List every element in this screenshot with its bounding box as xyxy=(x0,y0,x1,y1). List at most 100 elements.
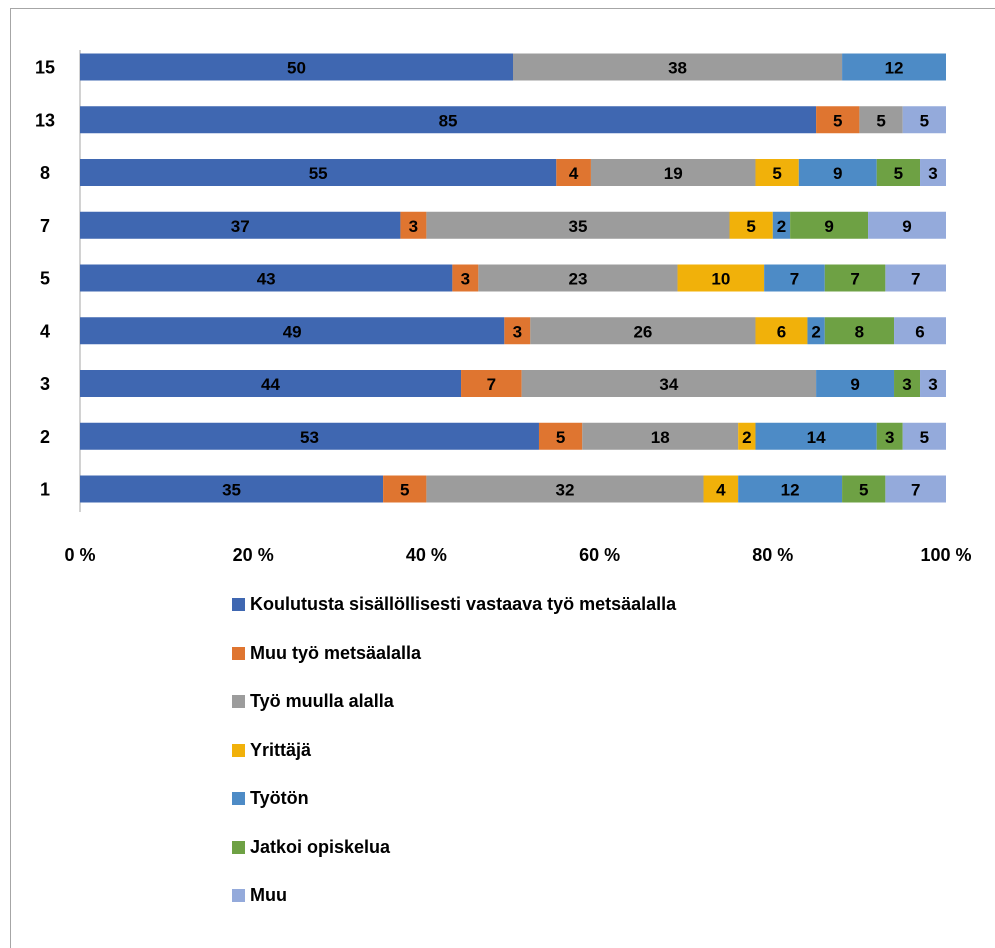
data-label: 23 xyxy=(568,270,587,289)
data-label: 3 xyxy=(928,375,937,394)
data-label: 10 xyxy=(711,270,730,289)
legend-swatch xyxy=(232,646,245,660)
x-tick-label: 80 % xyxy=(752,545,793,565)
bar-segment xyxy=(885,264,946,292)
bar-segment xyxy=(807,317,825,345)
data-label: 3 xyxy=(928,164,937,183)
data-label: 12 xyxy=(781,481,800,500)
bar-segment xyxy=(556,159,591,186)
data-label: 7 xyxy=(911,481,920,500)
legend-label: Muu xyxy=(250,885,287,905)
y-tick-label: 8 xyxy=(40,163,50,183)
data-label: 9 xyxy=(902,217,911,236)
data-label: 4 xyxy=(569,164,579,183)
data-label: 9 xyxy=(833,164,842,183)
bar-segment xyxy=(816,370,895,397)
bar-segment xyxy=(400,211,427,239)
bar-segment xyxy=(461,370,522,397)
data-label: 35 xyxy=(568,217,587,236)
data-label: 3 xyxy=(409,217,418,236)
data-label: 3 xyxy=(885,428,894,447)
data-label: 49 xyxy=(283,322,302,341)
data-label: 5 xyxy=(746,217,755,236)
data-label: 32 xyxy=(555,481,574,500)
data-label: 2 xyxy=(811,322,820,341)
bar-segment xyxy=(80,370,462,397)
x-tick-label: 0 % xyxy=(64,545,95,565)
bar-segment xyxy=(755,317,808,345)
data-label: 50 xyxy=(287,59,306,78)
bar-segment xyxy=(582,422,739,450)
bar-segment xyxy=(842,53,946,81)
x-tick-label: 20 % xyxy=(233,545,274,565)
data-label: 34 xyxy=(659,375,678,394)
data-label: 38 xyxy=(668,59,687,78)
y-tick-label: 7 xyxy=(40,216,50,236)
x-tick-labels: 0 % 20 % 40 % 60 % 80 % 100 % xyxy=(64,545,971,565)
legend-swatch xyxy=(232,743,245,757)
data-label: 37 xyxy=(231,217,250,236)
bar-segment xyxy=(816,106,860,134)
y-tick-label: 1 xyxy=(40,480,50,500)
bar-segment xyxy=(513,53,843,81)
bar-segment xyxy=(80,475,384,503)
data-label: 5 xyxy=(556,428,565,447)
data-label: 2 xyxy=(777,217,786,236)
data-label: 3 xyxy=(513,322,522,341)
x-tick-label: 40 % xyxy=(406,545,447,565)
data-label: 9 xyxy=(824,217,833,236)
data-label: 35 xyxy=(222,481,241,500)
bar-segment xyxy=(729,211,773,239)
data-label: 5 xyxy=(920,428,929,447)
legend-label: Työtön xyxy=(250,788,309,808)
bar-segment xyxy=(798,159,877,186)
data-label: 9 xyxy=(850,375,859,394)
x-tick-label: 100 % xyxy=(920,545,971,565)
legend-label: Koulutusta sisällöllisesti vastaava työ … xyxy=(250,594,677,614)
bar-segment xyxy=(80,264,453,292)
bar-segment xyxy=(80,211,401,239)
bar-segment xyxy=(478,264,678,292)
data-label: 44 xyxy=(261,375,280,394)
legend-item: Koulutusta sisällöllisesti vastaava työ … xyxy=(232,592,676,641)
data-label: 4 xyxy=(716,481,726,500)
data-label: 7 xyxy=(487,375,496,394)
bar-segment xyxy=(902,422,946,450)
bar-segment xyxy=(885,475,946,503)
y-tick-label: 4 xyxy=(40,321,50,341)
bar-segment xyxy=(920,370,946,397)
y-tick-label: 3 xyxy=(40,374,50,394)
legend-label: Muu työ metsäalalla xyxy=(250,642,422,663)
bar-segment xyxy=(530,317,756,345)
data-label: 53 xyxy=(300,428,319,447)
chart-frame xyxy=(10,8,995,948)
bar-segment xyxy=(868,211,946,239)
data-label: 8 xyxy=(855,322,864,341)
bar-segment xyxy=(755,422,877,450)
legend-swatch xyxy=(232,840,245,854)
bar-segment xyxy=(894,370,921,397)
data-label: 5 xyxy=(876,111,885,130)
data-label: 43 xyxy=(257,270,276,289)
bar-segment xyxy=(764,264,825,292)
data-label: 85 xyxy=(439,111,458,130)
data-label: 3 xyxy=(461,270,470,289)
data-label: 7 xyxy=(911,270,920,289)
bar-segment xyxy=(738,475,843,503)
legend-swatch xyxy=(232,792,245,805)
data-label: 19 xyxy=(664,164,683,183)
data-label: 2 xyxy=(742,428,751,447)
bar-segment xyxy=(894,317,946,345)
data-label: 3 xyxy=(902,375,911,394)
data-label: 5 xyxy=(772,164,781,183)
bar-segment xyxy=(920,159,946,186)
legend-item: Työtön xyxy=(232,786,676,835)
y-tick-label: 2 xyxy=(40,427,50,447)
bar-segment xyxy=(426,475,704,503)
bar-segment xyxy=(452,264,479,292)
bar-segment xyxy=(738,422,756,450)
bar-segment xyxy=(383,475,427,503)
data-label: 26 xyxy=(633,322,652,341)
data-label: 7 xyxy=(850,270,859,289)
